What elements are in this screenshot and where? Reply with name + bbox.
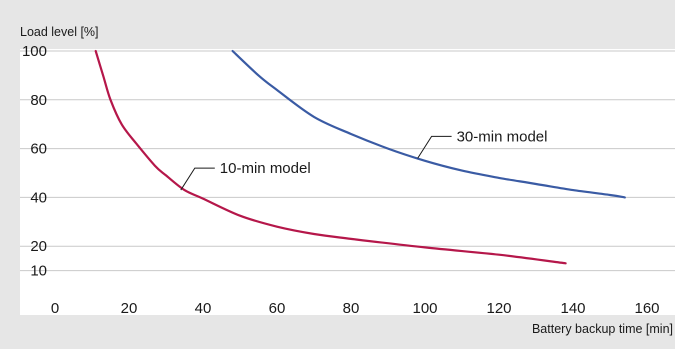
annotation-leader-1 xyxy=(180,167,215,191)
x-tick-label: 160 xyxy=(634,300,659,317)
x-tick-label: 100 xyxy=(412,300,437,317)
series-line-2 xyxy=(231,49,626,199)
x-tick-label: 140 xyxy=(560,300,585,317)
annotations: 10-min model 30-min model xyxy=(180,128,548,191)
x-tick-label: 40 xyxy=(195,300,212,317)
x-tick-label: 20 xyxy=(121,300,138,317)
gridlines xyxy=(20,50,675,272)
y-tick-label: 40 xyxy=(30,189,47,206)
x-tick-label: 80 xyxy=(343,300,360,317)
y-tick-label: 10 xyxy=(30,263,47,280)
x-tick-label: 0 xyxy=(51,300,59,317)
series-label-2: 30-min model xyxy=(457,128,548,145)
tick-labels: 10 20 40 60 80 100 0 20 40 60 80 100 120 140 160 xyxy=(22,43,660,317)
series-label-1: 10-min model xyxy=(220,160,311,177)
y-tick-label: 60 xyxy=(30,141,47,158)
series-line-1 xyxy=(94,49,567,265)
y-tick-label: 100 xyxy=(22,43,47,60)
x-tick-label: 60 xyxy=(269,300,286,317)
x-tick-label: 120 xyxy=(486,300,511,317)
y-tick-label: 80 xyxy=(30,92,47,109)
x-axis-title: Battery backup time [min] xyxy=(532,322,673,336)
y-axis-title: Load level [%] xyxy=(20,25,99,39)
plot-background xyxy=(20,49,675,315)
series-lines xyxy=(94,49,626,265)
y-tick-label: 20 xyxy=(30,238,47,255)
annotation-leader-2 xyxy=(417,135,452,159)
